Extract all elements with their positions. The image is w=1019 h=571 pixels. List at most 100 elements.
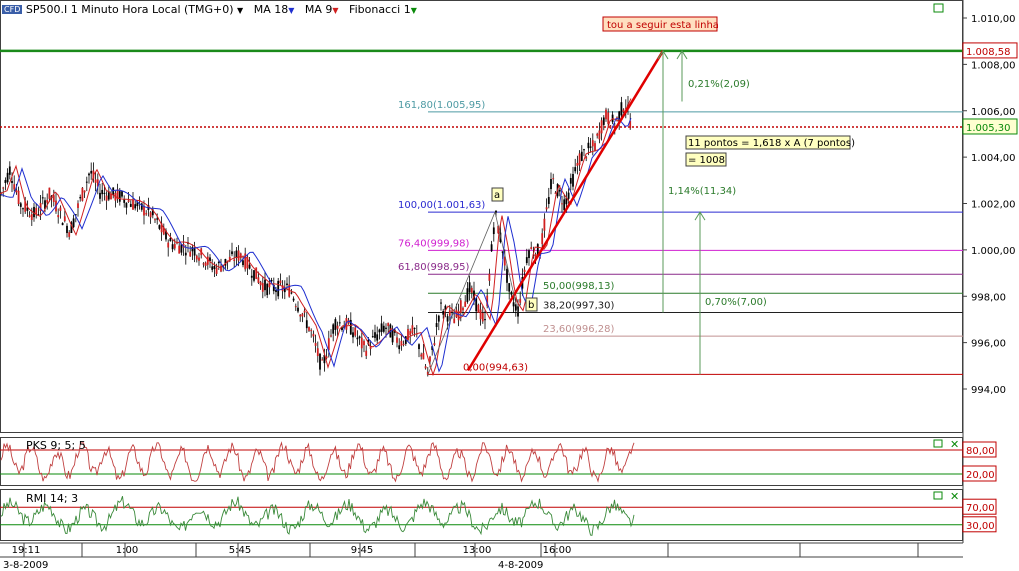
pks-maximize-icon[interactable] [933, 439, 943, 448]
price-candle-body [418, 344, 420, 350]
rmi-level-box [962, 516, 997, 533]
price-candle-body [310, 330, 313, 332]
price-candle-body [244, 253, 247, 270]
x-tick-label: 9:45 [351, 545, 373, 556]
price-candle-body [101, 189, 104, 195]
resistance-axis-label: 1.008,58 [966, 47, 1011, 58]
price-candle-body [332, 324, 335, 334]
price-candle-body [624, 107, 627, 110]
price-candle-body [585, 156, 588, 159]
price-candle-body [613, 125, 616, 129]
price-candle-body [407, 328, 409, 341]
price-candle-body [541, 233, 544, 245]
price-candle-body [365, 350, 368, 356]
price-candle-body [79, 197, 82, 199]
price-candle-body [134, 204, 137, 209]
price-candle-body [41, 197, 44, 199]
price-candle-body [213, 265, 216, 269]
note-box [602, 16, 718, 32]
maximize-icon[interactable] [933, 3, 944, 13]
price-candle-body [426, 371, 429, 375]
price-candle-body [481, 312, 484, 322]
price-candle-body [206, 256, 209, 265]
rmi-panel-label[interactable]: RMI 14; 3 [26, 492, 79, 505]
price-candle-body [266, 283, 269, 296]
price-candle-body [268, 283, 271, 288]
fib-swing-line [494, 211, 519, 313]
price-candle-body [587, 142, 590, 149]
price-candle-body [215, 267, 218, 274]
price-candle-body [431, 346, 434, 350]
price-candle-body [345, 318, 348, 330]
x-tick-label: 5:45 [229, 545, 251, 556]
price-candle-body [154, 219, 156, 221]
study-ma9-dropdown-icon[interactable]: ▼ [332, 6, 339, 15]
price-candle-body [283, 287, 286, 293]
trend-line [466, 50, 665, 372]
price-candle-body [297, 307, 299, 312]
price-candle-body [543, 218, 546, 231]
arrow-head-icon [694, 211, 706, 221]
study-ma18-label[interactable]: MA 18 [253, 3, 289, 16]
price-candle-body [503, 256, 506, 266]
price-candle-body [382, 325, 385, 332]
price-candle-body [510, 292, 513, 295]
price-candle-body [231, 251, 233, 255]
y-tick-label: 1.010,00 [971, 14, 1016, 25]
price-candle-body [488, 273, 491, 281]
price-candle-body [204, 262, 207, 266]
symbol-label[interactable]: SP500.I 1 Minuto Hora Local (TMG+0) [25, 3, 234, 16]
price-candle-body [534, 253, 537, 260]
rmi-close-icon[interactable]: ✕ [950, 490, 959, 503]
price-candle-body [409, 331, 412, 336]
price-candle-body [301, 313, 304, 317]
price-candle-body [580, 151, 583, 162]
price-candle-body [224, 258, 227, 266]
symbol-dropdown-icon[interactable]: ▼ [237, 6, 244, 15]
price-candle-body [442, 310, 445, 315]
price-candle-body [167, 242, 170, 248]
price-candle-body [44, 200, 46, 209]
price-candle-body [140, 203, 143, 210]
price-candle-body [374, 332, 376, 338]
price-candle-body [558, 189, 561, 192]
fib-level-label: 0,00(994,63) [463, 362, 528, 373]
price-candle-body [396, 337, 398, 343]
rmi-maximize-icon[interactable] [933, 491, 943, 500]
price-candle-body [398, 345, 401, 350]
price-candle-body [622, 109, 625, 112]
study-fib-label[interactable]: Fibonacci 1 [349, 3, 411, 16]
pks-close-icon[interactable]: ✕ [950, 438, 959, 451]
price-candle-body [444, 305, 447, 311]
price-candle-body [620, 102, 623, 116]
price-candle-body [486, 295, 489, 307]
price-candle-body [433, 343, 436, 346]
study-fib-dropdown-icon[interactable]: ▼ [410, 6, 417, 15]
price-candle-body [48, 187, 51, 199]
note-top: tou a seguir esta linha [607, 20, 719, 31]
price-candle-body [85, 181, 88, 183]
price-candle-body [8, 166, 11, 175]
price-candle-body [591, 140, 594, 147]
price-candle-body [15, 190, 18, 193]
price-candle-body [349, 319, 352, 335]
study-ma18-dropdown-icon[interactable]: ▼ [288, 6, 295, 15]
price-candle-body [11, 180, 13, 183]
price-candle-body [202, 263, 205, 265]
price-candle-body [316, 348, 319, 357]
price-candle-body [528, 250, 530, 259]
price-candle-body [83, 190, 86, 193]
x-tick-label: 16:00 [543, 545, 572, 556]
price-candle-body [160, 223, 163, 233]
price-candle-body [484, 319, 486, 321]
price-candle-body [125, 202, 128, 208]
price-candle-body [220, 265, 222, 272]
price-candle-body [6, 172, 9, 183]
pks-panel-label[interactable]: PKS 9; 5; 5 [26, 439, 86, 452]
pks-level-label: 80,00 [966, 446, 995, 457]
price-candle-body [77, 203, 79, 208]
price-candle-body [314, 343, 317, 346]
price-candle-body [391, 329, 394, 343]
study-ma9-label[interactable]: MA 9 [304, 3, 333, 16]
